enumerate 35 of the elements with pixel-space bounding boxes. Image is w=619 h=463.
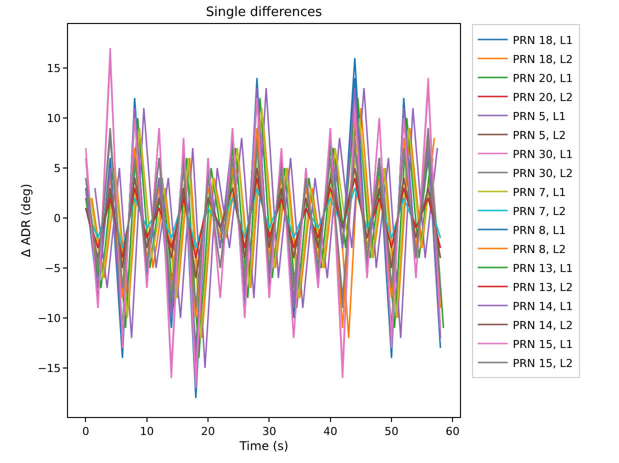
legend-label: PRN 18, L1 [512,34,573,47]
x-tick-label: 30 [262,425,276,438]
x-tick-label: 60 [446,425,460,438]
y-tick-label: −10 [38,312,61,325]
legend-label: PRN 8, L1 [512,224,566,237]
y-tick-label: 15 [46,62,61,75]
y-tick-label: −15 [38,362,61,375]
x-tick-label: 10 [140,425,154,438]
x-tick-label: 0 [82,425,90,438]
legend-label: PRN 5, L1 [512,110,566,123]
x-tick-label: 40 [323,425,338,438]
legend-label: PRN 20, L2 [512,90,573,104]
chart-title: Single differences [206,5,322,20]
legend-label: PRN 20, L1 [512,72,573,85]
legend-label: PRN 7, L1 [512,186,566,199]
y-axis-title: Δ ADR (deg) [18,184,33,258]
x-tick-label: 50 [384,425,399,438]
legend-label: PRN 5, L2 [512,128,566,142]
legend-label: PRN 18, L2 [512,52,573,66]
x-tick-label: 20 [201,425,216,438]
legend-label: PRN 7, L2 [512,204,566,218]
legend-label: PRN 15, L2 [512,356,573,370]
legend-label: PRN 14, L2 [512,318,573,332]
legend-label: PRN 14, L1 [512,300,573,313]
legend-label: PRN 30, L2 [512,166,573,180]
y-tick-label: 10 [46,112,61,125]
legend-label: PRN 8, L2 [512,242,566,256]
legend-label: PRN 15, L1 [512,338,573,351]
legend-label: PRN 13, L1 [512,262,573,275]
x-axis-title: Time (s) [238,439,288,454]
y-tick-label: 5 [54,162,61,175]
legend-label: PRN 13, L2 [512,280,573,294]
legend-label: PRN 30, L1 [512,148,573,161]
y-tick-label: −5 [44,262,61,275]
y-tick-label: 0 [54,212,61,225]
